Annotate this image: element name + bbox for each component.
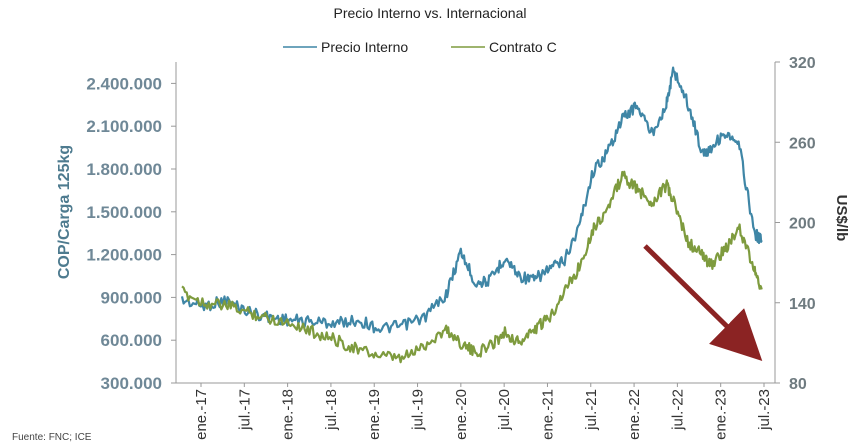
x-tick-label: ene.-22 (626, 389, 643, 440)
y-tick-label-left: 2.400.000 (86, 74, 162, 93)
legend: Precio Interno Contrato C (283, 39, 557, 55)
y-tick-label-left: 600.000 (101, 331, 162, 350)
y-axis-label-left: COP/Carga 125kg (56, 145, 73, 279)
y-tick-label-right: 80 (789, 376, 807, 393)
series-line-precio-interno (180, 66, 763, 334)
x-ticks: ene.-17 jul.-17 ene.-18 jul.-18 ene.-19 jul.-… (193, 383, 773, 440)
x-tick-label: jul.-22 (669, 389, 686, 431)
y-axis-label-right: US$/lb (833, 195, 850, 242)
chart-title: Precio Interno vs. Internacional (334, 5, 527, 21)
x-tick-label: ene.-18 (280, 389, 297, 440)
x-tick-label: ene.-23 (713, 389, 730, 440)
x-tick-label: jul.-19 (410, 389, 427, 431)
x-tick-label: jul.-21 (583, 389, 600, 431)
trend-arrow (643, 244, 763, 362)
legend-label-contrato-c: Contrato C (489, 39, 557, 55)
legend-label-precio-interno: Precio Interno (321, 39, 408, 55)
x-tick-label: ene.-17 (193, 389, 210, 440)
y-tick-label-left: 1.500.000 (86, 203, 162, 222)
x-tick-label: jul.-23 (756, 389, 773, 431)
y-tick-label-right: 140 (789, 296, 816, 313)
x-tick-label: ene.-20 (453, 389, 470, 440)
source-note: Fuente: FNC; ICE (12, 432, 92, 443)
y-tick-label-right: 200 (789, 216, 816, 233)
y-tick-label-right: 320 (789, 55, 816, 72)
x-tick-label: jul.-18 (323, 389, 340, 431)
y-tick-label-left: 900.000 (101, 288, 162, 307)
x-tick-label: ene.-21 (539, 389, 556, 440)
series-line-contrato-c (181, 170, 763, 364)
y-tick-label-left: 2.100.000 (86, 117, 162, 136)
series-layer (180, 66, 763, 364)
x-tick-label: ene.-19 (366, 389, 383, 440)
y-tick-label-right: 260 (789, 135, 816, 152)
x-tick-label: jul.-17 (236, 389, 253, 431)
y-tick-label-left: 1.200.000 (86, 246, 162, 265)
y-ticks-right: 320 260 200 140 80 (775, 55, 816, 393)
x-tick-label: jul.-20 (496, 389, 513, 431)
y-ticks-left: 2.400.000 2.100.000 1.800.000 1.500.000 1.20… (86, 74, 176, 393)
y-tick-label-left: 1.800.000 (86, 160, 162, 179)
y-tick-label-left: 300.000 (101, 374, 162, 393)
